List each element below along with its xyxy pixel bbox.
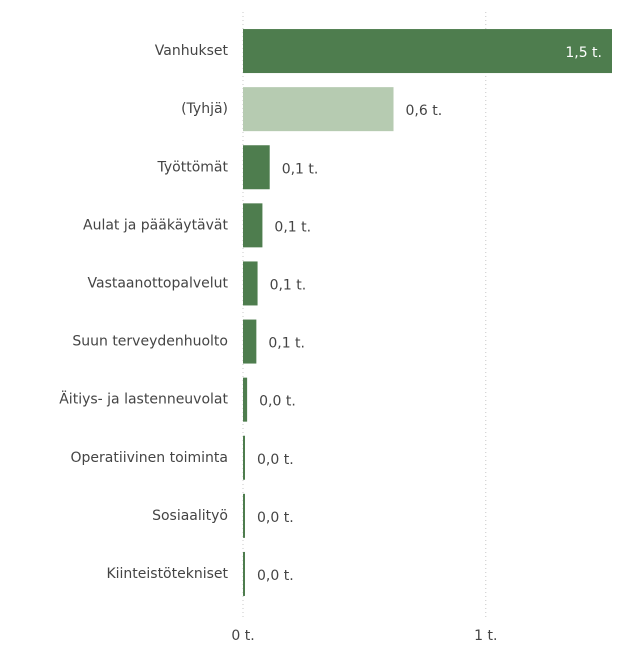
y-tick-label: (Tyhjä) xyxy=(181,101,228,117)
x-tick-label: 1 t. xyxy=(474,628,497,644)
value-label: 0,0 t. xyxy=(257,510,294,526)
value-label: 0,6 t. xyxy=(406,103,443,119)
value-label: 0,1 t. xyxy=(282,161,319,177)
bar xyxy=(243,319,257,364)
y-tick-label: Kiinteistötekniset xyxy=(106,566,228,582)
bar xyxy=(243,435,245,480)
value-label: 0,1 t. xyxy=(274,219,311,235)
value-label: 0,0 t. xyxy=(257,568,294,584)
value-label: 1,5 t. xyxy=(565,45,602,61)
bar xyxy=(243,29,612,74)
y-tick-label: Vastaanottopalvelut xyxy=(88,275,229,291)
bar xyxy=(243,493,245,538)
bar xyxy=(243,87,394,132)
bar xyxy=(243,551,245,596)
bar xyxy=(243,145,270,190)
bar xyxy=(243,377,248,422)
value-label: 0,1 t. xyxy=(270,277,307,293)
y-tick-label: Vanhukset xyxy=(155,43,229,59)
y-tick-label: Työttömät xyxy=(157,159,229,175)
y-tick-label: Suun terveydenhuolto xyxy=(72,334,228,350)
y-tick-label: Äitiys- ja lastenneuvolat xyxy=(59,390,228,408)
value-label: 0,1 t. xyxy=(268,336,305,352)
y-tick-label: Aulat ja pääkäytävät xyxy=(83,217,228,233)
x-tick-label: 0 t. xyxy=(231,628,254,644)
y-tick-label: Sosiaalityö xyxy=(152,508,228,524)
value-label: 0,0 t. xyxy=(257,452,294,468)
value-label: 0,0 t. xyxy=(259,394,296,410)
y-tick-label: Operatiivinen toiminta xyxy=(70,450,228,466)
bar xyxy=(243,261,258,306)
bar xyxy=(243,203,263,248)
